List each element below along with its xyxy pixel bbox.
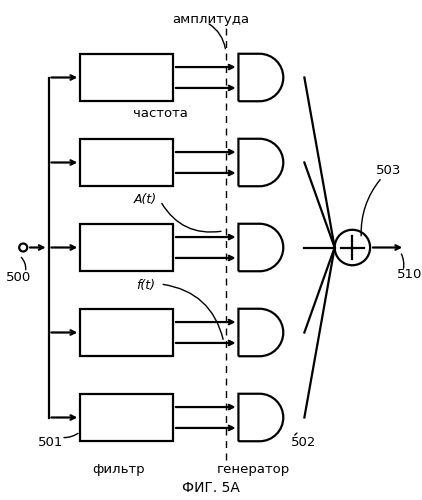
Text: 501: 501 (38, 436, 63, 449)
PathPatch shape (238, 138, 283, 186)
Text: 510: 510 (397, 268, 422, 281)
Text: ФИГ. 5А: ФИГ. 5А (182, 480, 240, 494)
Bar (80, 224, 173, 271)
Bar (80, 54, 173, 101)
Text: 502: 502 (291, 436, 316, 449)
Text: генератор: генератор (216, 464, 290, 476)
Text: 503: 503 (376, 164, 401, 176)
PathPatch shape (238, 54, 283, 101)
Text: фильтр: фильтр (92, 464, 144, 476)
Text: амплитуда: амплитуда (173, 12, 249, 26)
Bar (80, 308, 173, 356)
Bar (80, 394, 173, 441)
Text: f(t): f(t) (136, 278, 155, 291)
Bar (80, 138, 173, 186)
PathPatch shape (238, 224, 283, 271)
Text: частота: частота (133, 107, 188, 120)
PathPatch shape (238, 308, 283, 356)
Text: 500: 500 (6, 271, 32, 284)
Text: A(t): A(t) (134, 194, 157, 206)
PathPatch shape (238, 394, 283, 441)
